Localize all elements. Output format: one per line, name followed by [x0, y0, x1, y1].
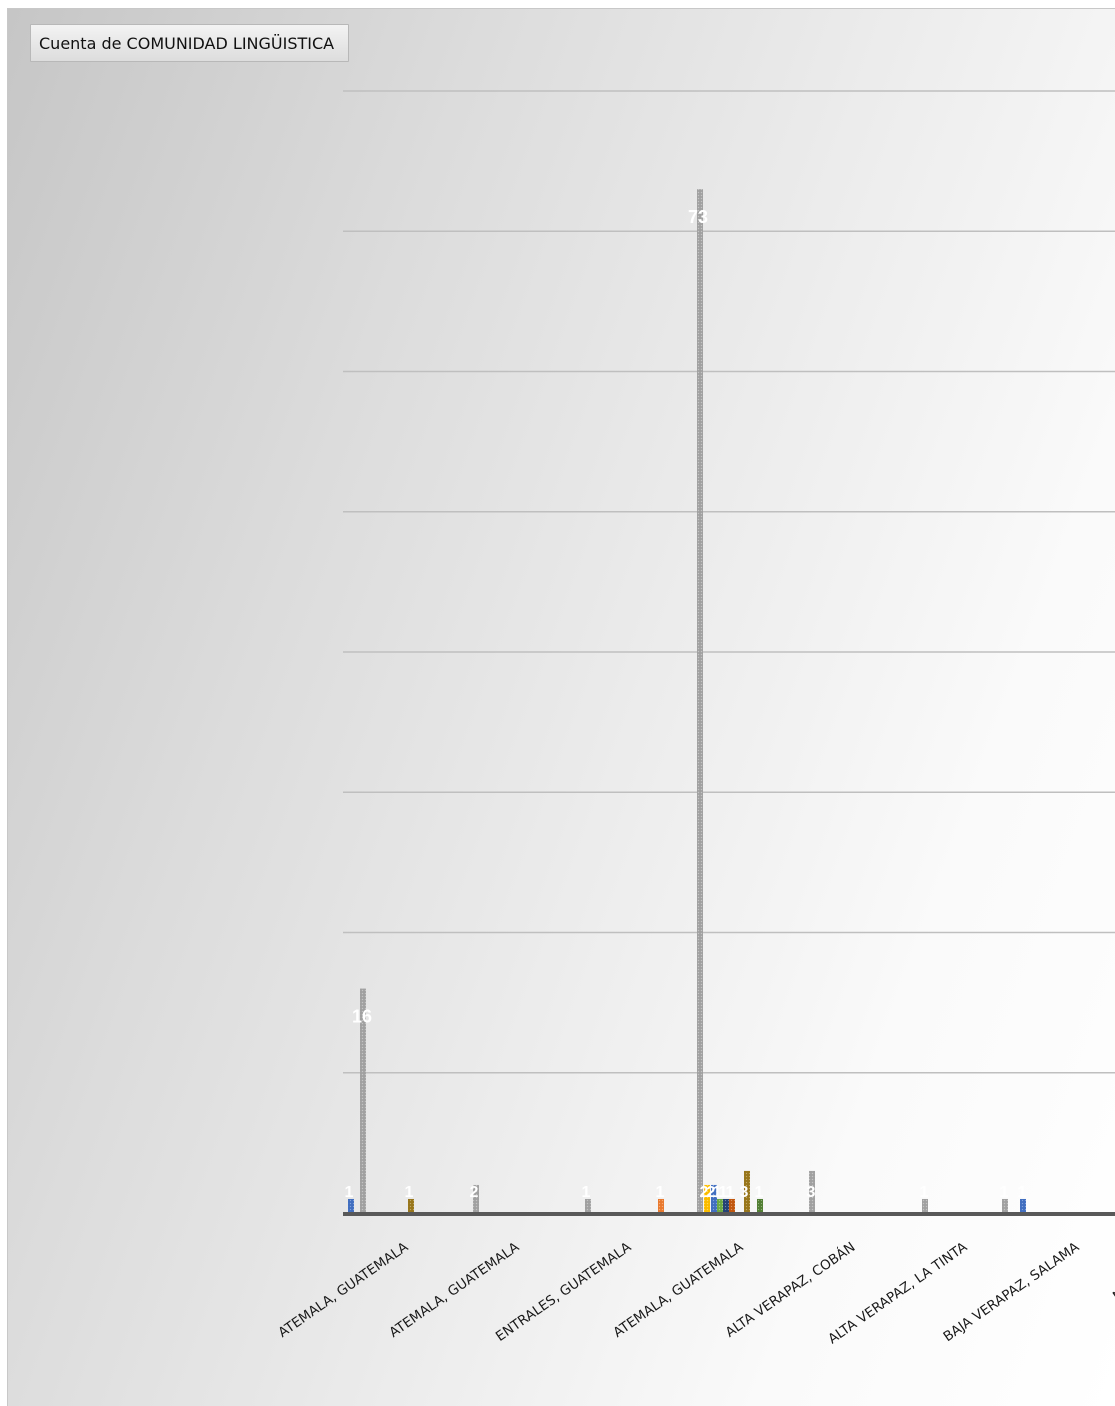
- data-label: 1: [1000, 1184, 1009, 1201]
- bar-texture: [408, 1198, 414, 1213]
- data-label: 1: [713, 1184, 722, 1201]
- gridlines: [343, 90, 1115, 1074]
- bar-texture: [922, 1198, 928, 1213]
- bar-texture: [809, 1170, 815, 1213]
- data-label: 2: [700, 1184, 709, 1201]
- data-label: 3: [740, 1184, 749, 1201]
- bar-texture: [704, 1184, 710, 1213]
- data-label: 1: [656, 1184, 665, 1201]
- field-button-label: Cuenta de COMUNIDAD LINGÜISTICA: [39, 33, 335, 53]
- category-label: NGO, CHIMAL: [1110, 1239, 1115, 1305]
- bar-texture: [711, 1184, 717, 1213]
- data-label: 1: [1018, 1184, 1027, 1201]
- bar-texture: [717, 1198, 723, 1213]
- bar-texture: [473, 1184, 479, 1213]
- bar-series: [348, 189, 1026, 1214]
- bar-texture: [348, 1198, 354, 1213]
- data-label: 1: [726, 1184, 735, 1201]
- bar-texture: [1002, 1198, 1008, 1213]
- data-label: 1: [582, 1184, 591, 1201]
- data-label: 73: [688, 207, 708, 227]
- data-label: 2: [470, 1184, 479, 1201]
- bar-texture: [658, 1198, 664, 1213]
- data-label: 1: [719, 1184, 728, 1201]
- data-label: 1: [920, 1184, 929, 1201]
- bar-texture: [723, 1198, 729, 1213]
- data-label: 16: [352, 1007, 372, 1027]
- data-label: 2: [707, 1184, 716, 1201]
- bar-texture: [729, 1198, 735, 1213]
- bar-texture: [744, 1170, 750, 1213]
- bar-texture: [1020, 1198, 1026, 1213]
- data-label: 3: [807, 1184, 816, 1201]
- bar-texture: [697, 189, 703, 1214]
- chart-area: Cuenta de COMUNIDAD LINGÜISTICA 1 16 1 2 1 1 7…: [7, 8, 1115, 1406]
- data-label: 1: [755, 1184, 764, 1201]
- bar-texture: [360, 988, 366, 1213]
- data-label: 1: [345, 1184, 354, 1201]
- field-button[interactable]: Cuenta de COMUNIDAD LINGÜISTICA: [30, 24, 350, 62]
- bar-texture: [757, 1198, 763, 1213]
- data-label: 1: [405, 1184, 414, 1201]
- bar-texture: [585, 1198, 591, 1213]
